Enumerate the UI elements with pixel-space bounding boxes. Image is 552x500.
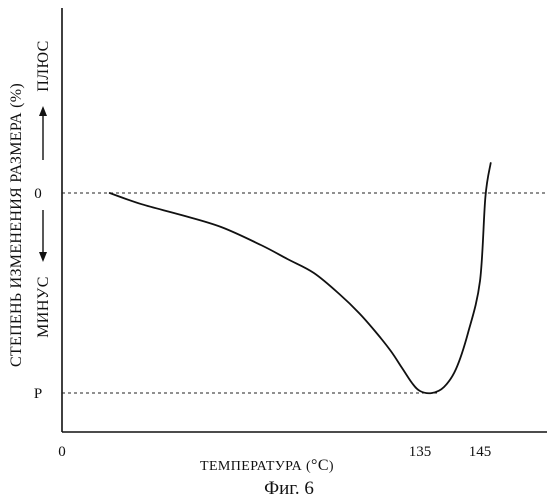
figure-caption: Фиг. 6 bbox=[264, 478, 314, 499]
down-arrow-icon bbox=[39, 210, 47, 262]
y-plus-label: ПЛЮС bbox=[35, 40, 52, 92]
y-axis-title: СТЕПЕНЬ ИЗМЕНЕНИЯ РАЗМЕРА (%) bbox=[8, 83, 25, 367]
y-tick-label-zero: 0 bbox=[34, 186, 42, 202]
x-tick-label-zero: 0 bbox=[58, 444, 66, 460]
x-tick-label-135: 135 bbox=[409, 444, 432, 460]
x-axis-title: ТЕМПЕРАТУРА (°C) bbox=[200, 457, 334, 474]
degree-unit: °C bbox=[311, 457, 329, 474]
y-minus-label: МИНУС bbox=[35, 276, 52, 338]
up-arrow-icon bbox=[39, 106, 47, 160]
series-line bbox=[110, 163, 491, 393]
x-tick-label-145: 145 bbox=[469, 444, 492, 460]
y-tick-label-p: P bbox=[34, 386, 42, 402]
